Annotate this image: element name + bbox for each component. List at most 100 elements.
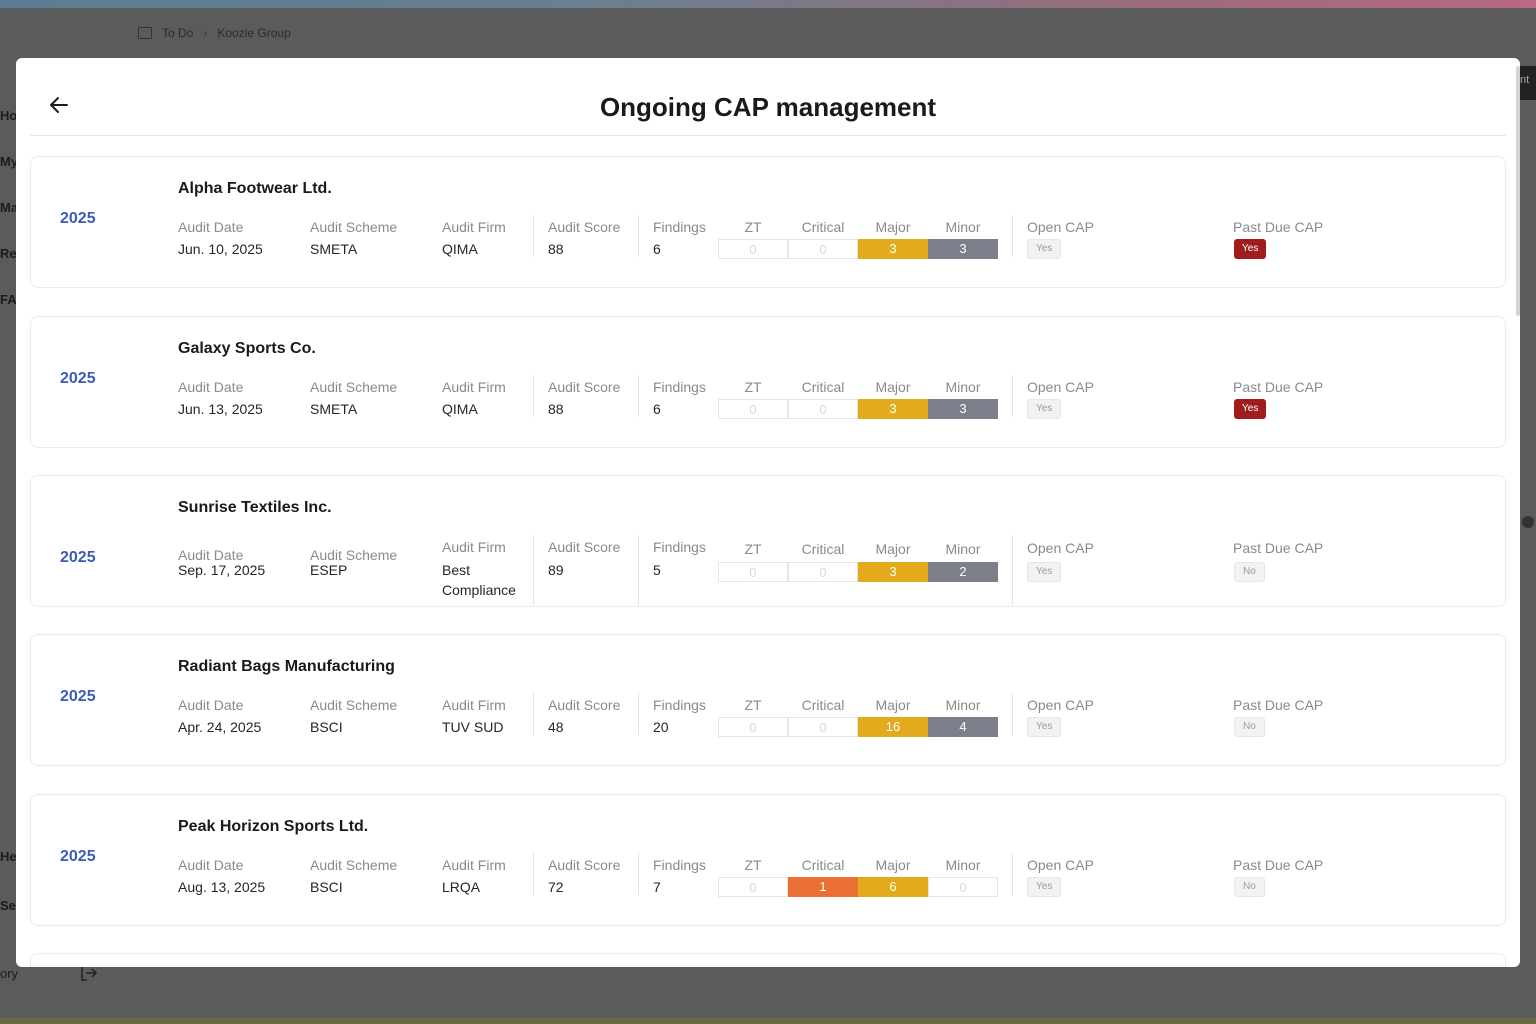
audit-firm-label: Audit Firm <box>442 379 506 395</box>
audit-score-label: Audit Score <box>548 539 621 555</box>
supplier-name[interactable]: Galaxy Sports Co. <box>178 340 316 357</box>
app-bottom-bar <box>0 1018 1536 1024</box>
supplier-name[interactable]: Sunrise Textiles Inc. <box>178 499 332 516</box>
audit-score-label: Audit Score <box>548 697 621 713</box>
past-due-cap-label: Past Due CAP <box>1233 857 1324 873</box>
breadcrumb-item-todo[interactable]: To Do <box>162 26 194 40</box>
open-cap-badge: Yes <box>1027 877 1062 897</box>
open-cap-label: Open CAP <box>1027 540 1094 556</box>
supplier-name[interactable]: Radiant Bags Manufacturing <box>178 658 395 675</box>
right-edge-dot <box>1522 516 1534 528</box>
cap-card[interactable]: 2025 Peak Horizon Sports Ltd. Audit Date Au… <box>30 794 1506 926</box>
open-cap-badge: Yes <box>1027 399 1062 419</box>
findings-count-value: 5 <box>653 562 661 578</box>
audit-scheme-value: ESEP <box>310 562 348 578</box>
audit-score-value: 72 <box>548 879 564 895</box>
audit-score-value: 89 <box>548 562 564 578</box>
findings-count-value: 6 <box>653 241 661 257</box>
sidebar-item[interactable]: My <box>0 154 19 169</box>
audit-firm-value: Best Compliance <box>442 562 516 598</box>
past-due-cap-label: Past Due CAP <box>1233 379 1324 395</box>
column-divider <box>638 375 639 417</box>
major-label: Major <box>875 219 911 235</box>
column-divider <box>533 853 534 895</box>
critical-count-cell: 0 <box>788 239 858 259</box>
zt-label: ZT <box>744 857 762 873</box>
minor-count-cell: 3 <box>928 399 998 419</box>
findings-count-label: Findings <box>653 857 706 873</box>
findings-count-value: 7 <box>653 879 661 895</box>
major-count-cell: 6 <box>858 877 928 897</box>
audit-scheme-value: BSCI <box>310 879 343 895</box>
open-cap-label: Open CAP <box>1027 379 1094 395</box>
sidebar-item[interactable]: FA <box>0 292 17 307</box>
audit-date-value: Sep. 17, 2025 <box>178 562 266 578</box>
critical-count-cell: 1 <box>788 877 858 897</box>
open-cap-label: Open CAP <box>1027 219 1094 235</box>
critical-count-cell: 0 <box>788 717 858 737</box>
minor-label: Minor <box>945 857 981 873</box>
critical-count-cell: 0 <box>788 562 858 582</box>
cap-card[interactable]: 2025 Alpha Footwear Ltd. Audit Date Jun. 10… <box>30 156 1506 288</box>
audit-date-value: Jun. 10, 2025 <box>178 241 263 257</box>
audit-year: 2025 <box>60 210 96 227</box>
major-count-cell: 3 <box>858 562 928 582</box>
audit-scheme-label: Audit Scheme <box>310 379 398 395</box>
zt-count-cell: 0 <box>718 717 788 737</box>
audit-score-value: 88 <box>548 401 564 417</box>
column-divider <box>533 215 534 257</box>
past-due-cap-badge: Yes <box>1234 399 1267 419</box>
cap-card[interactable]: 2025 Sunrise Textiles Inc. Audit Date Sep. … <box>30 475 1506 607</box>
major-count-cell: 3 <box>858 399 928 419</box>
cap-card[interactable]: 2025 Radiant Bags Manufacturing Audit Date… <box>30 634 1506 766</box>
zt-count-cell: 0 <box>718 399 788 419</box>
breadcrumb-item-group[interactable]: Koozie Group <box>217 26 291 40</box>
major-label: Major <box>875 379 911 395</box>
supplier-name[interactable]: Alpha Footwear Ltd. <box>178 180 332 197</box>
scrollbar[interactable] <box>1516 66 1520 316</box>
past-due-cap-label: Past Due CAP <box>1233 540 1324 556</box>
right-edge-tab[interactable]: nt <box>1518 66 1536 100</box>
audit-date-label: Audit Date <box>178 379 244 395</box>
sidebar-item[interactable]: Re <box>0 246 17 261</box>
sidebar-item[interactable]: ory <box>0 966 19 981</box>
open-cap-badge: Yes <box>1027 239 1062 259</box>
column-divider <box>533 535 534 605</box>
audit-firm-label: Audit Firm <box>442 697 506 713</box>
past-due-cap-badge: No <box>1234 562 1265 582</box>
zt-count-cell: 0 <box>718 562 788 582</box>
audit-scheme-label: Audit Scheme <box>310 219 398 235</box>
audit-score-value: 48 <box>548 719 564 735</box>
open-cap-badge: Yes <box>1027 562 1062 582</box>
modal-title: Ongoing CAP management <box>599 92 937 122</box>
minor-label: Minor <box>945 219 981 235</box>
column-divider <box>638 535 639 605</box>
open-cap-badge: Yes <box>1027 717 1062 737</box>
critical-label: Critical <box>801 219 845 235</box>
supplier-name[interactable]: Peak Horizon Sports Ltd. <box>178 818 369 835</box>
past-due-cap-label: Past Due CAP <box>1233 697 1324 713</box>
audit-scheme-value: SMETA <box>310 241 358 257</box>
audit-scheme-label: Audit Scheme <box>310 697 398 713</box>
chevron-right-icon: › <box>203 26 208 40</box>
audit-date-label: Audit Date <box>178 547 244 563</box>
past-due-cap-badge: Yes <box>1234 239 1267 259</box>
audit-firm-value: LRQA <box>442 879 481 895</box>
audit-score-label: Audit Score <box>548 219 621 235</box>
column-divider <box>533 693 534 735</box>
sidebar-item[interactable]: Se <box>0 898 16 913</box>
findings-count-label: Findings <box>653 539 706 555</box>
critical-label: Critical <box>801 379 845 395</box>
sidebar-item[interactable]: Ho <box>0 108 18 123</box>
zt-label: ZT <box>744 697 762 713</box>
audit-firm-value: TUV SUD <box>442 719 504 735</box>
sidebar-item[interactable]: He <box>0 849 17 864</box>
cap-card[interactable]: 2025 Galaxy Sports Co. Audit Date Jun. 13, … <box>30 316 1506 448</box>
audit-date-value: Aug. 13, 2025 <box>178 879 266 895</box>
arrow-left-icon[interactable] <box>48 94 70 116</box>
major-count-cell: 3 <box>858 239 928 259</box>
zt-label: ZT <box>744 379 762 395</box>
minor-count-cell: 2 <box>928 562 998 582</box>
sidebar-item[interactable]: Ma <box>0 200 19 215</box>
audit-scheme-label: Audit Scheme <box>310 547 398 563</box>
